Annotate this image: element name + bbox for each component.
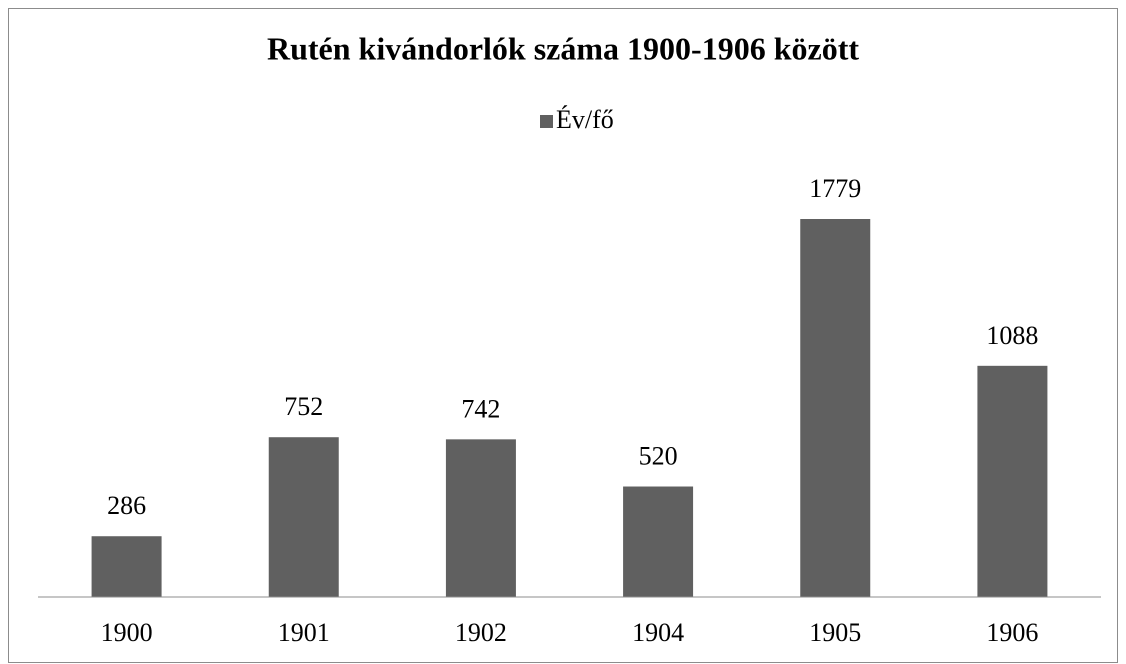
legend-swatch [540, 115, 553, 128]
chart-border [8, 8, 1118, 663]
data-label: 752 [284, 392, 323, 421]
data-label: 286 [107, 491, 146, 520]
data-label: 1088 [986, 321, 1038, 350]
legend-label: Év/fő [556, 105, 614, 134]
x-tick-label: 1900 [101, 618, 153, 647]
x-tick-label: 1902 [455, 618, 507, 647]
x-tick-label: 1906 [986, 618, 1038, 647]
bar [91, 536, 162, 597]
chart-title: Rutén kivándorlók száma 1900-1906 között [267, 30, 859, 66]
data-label: 520 [639, 441, 678, 470]
x-tick-label: 1905 [809, 618, 861, 647]
bar [977, 365, 1048, 597]
bar [623, 486, 694, 597]
data-label: 1779 [809, 174, 861, 203]
bar [268, 437, 339, 597]
bar [800, 219, 871, 597]
bar [445, 439, 516, 597]
x-tick-label: 1901 [278, 618, 330, 647]
x-tick-label: 1904 [632, 618, 684, 647]
data-label: 742 [461, 394, 500, 423]
